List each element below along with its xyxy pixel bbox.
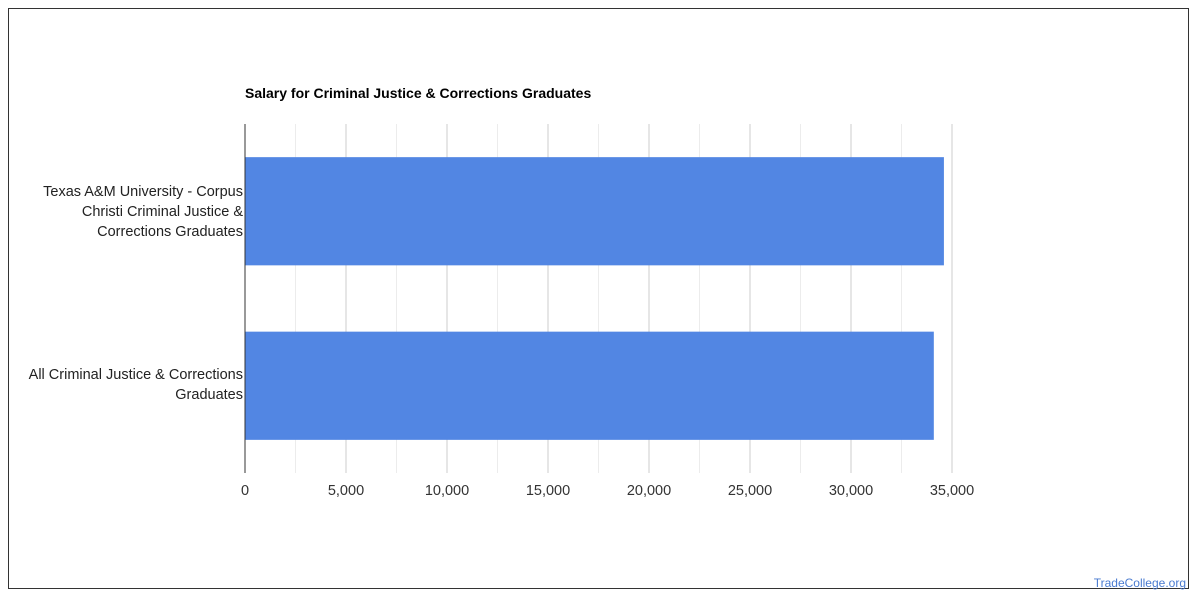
x-tick-label: 35,000 <box>930 483 974 499</box>
x-tick-label: 30,000 <box>829 483 873 499</box>
watermark-link[interactable]: TradeCollege.org <box>1093 576 1186 590</box>
chart-title: Salary for Criminal Justice & Correction… <box>245 85 592 101</box>
category-label-1: All Criminal Justice & Corrections Gradu… <box>29 365 243 405</box>
category-label-1-line-1: Graduates <box>175 387 243 403</box>
x-tick-label: 5,000 <box>328 483 364 499</box>
bar-1 <box>245 331 934 440</box>
x-tick-label: 25,000 <box>728 483 772 499</box>
x-tick-label: 15,000 <box>526 483 570 499</box>
x-tick-label: 10,000 <box>425 483 469 499</box>
category-label-0-line-0: Texas A&M University - Corpus <box>43 184 243 200</box>
category-label-1-line-0: All Criminal Justice & Corrections <box>28 367 243 383</box>
x-tick-label: 0 <box>241 483 249 499</box>
bar-0 <box>245 157 944 266</box>
category-label-0-line-2: Corrections Graduates <box>97 224 243 240</box>
x-tick-label: 20,000 <box>627 483 671 499</box>
category-label-0-line-1: Christi Criminal Justice & <box>81 204 243 220</box>
category-label-0: Texas A&M University - Corpus Christi Cr… <box>43 182 243 242</box>
